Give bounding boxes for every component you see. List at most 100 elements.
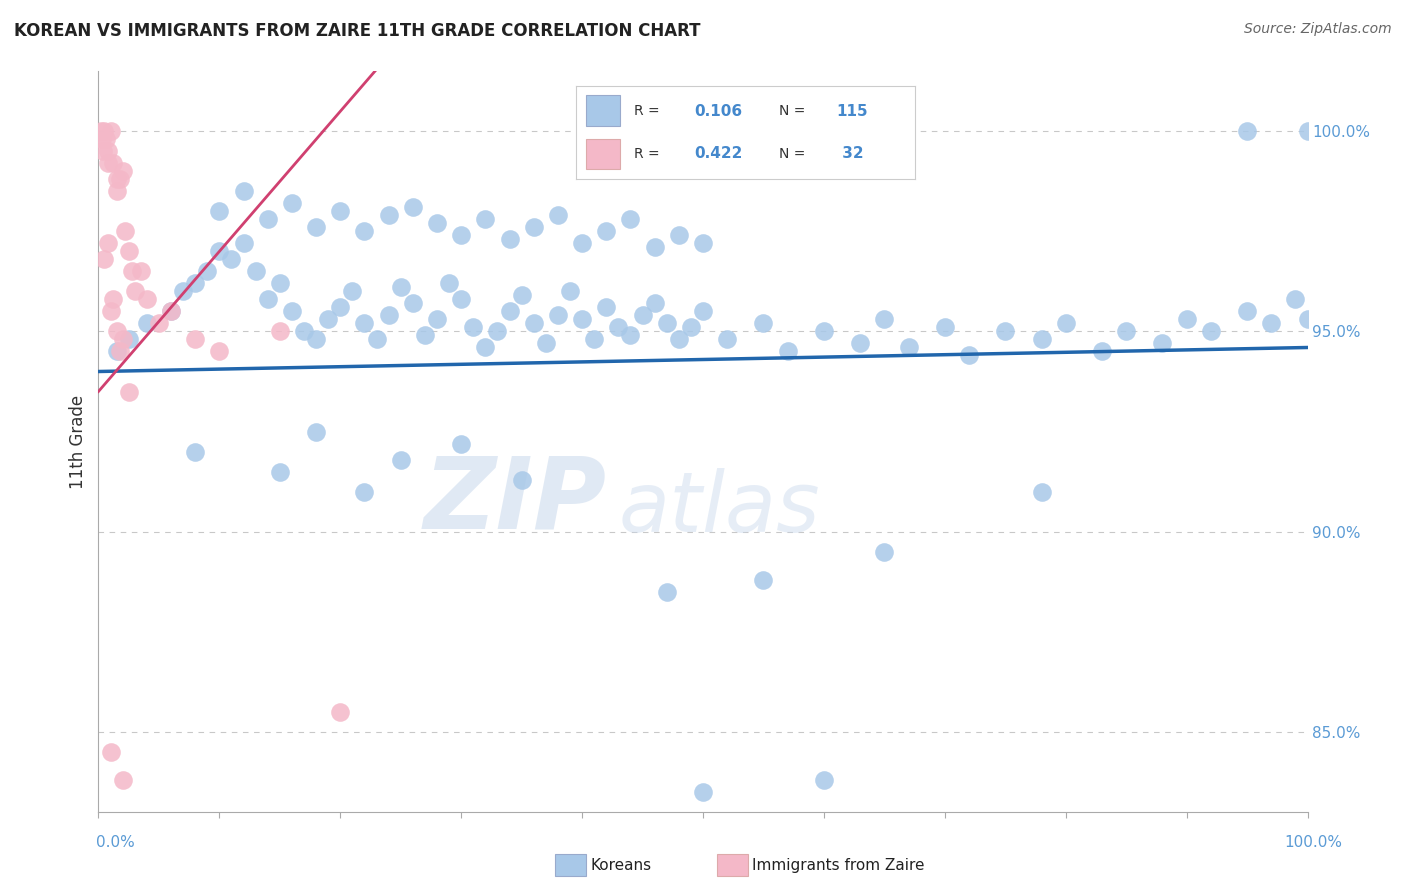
Point xyxy=(269,325,291,339)
Point xyxy=(94,132,117,146)
Point xyxy=(245,264,267,278)
Point xyxy=(305,425,328,439)
Point xyxy=(305,333,328,347)
Point xyxy=(105,344,128,359)
Point xyxy=(752,317,775,331)
Point xyxy=(1115,325,1137,339)
Point xyxy=(644,240,666,254)
Point xyxy=(450,436,472,450)
Point xyxy=(813,772,835,787)
Point xyxy=(269,465,291,479)
Point xyxy=(547,309,569,323)
Point xyxy=(558,285,581,299)
Text: Immigrants from Zaire: Immigrants from Zaire xyxy=(752,858,925,872)
Point xyxy=(377,309,399,323)
Point xyxy=(221,252,243,267)
Point xyxy=(873,544,896,558)
Point xyxy=(1031,484,1053,499)
Point xyxy=(813,325,835,339)
Point xyxy=(269,277,291,291)
Point xyxy=(129,264,152,278)
Text: Source: ZipAtlas.com: Source: ZipAtlas.com xyxy=(1244,22,1392,37)
Point xyxy=(281,304,304,318)
Point xyxy=(463,320,485,334)
Text: 0.0%: 0.0% xyxy=(96,836,135,850)
Point xyxy=(366,333,388,347)
Point xyxy=(1199,325,1222,339)
Point xyxy=(91,132,114,146)
Point xyxy=(329,301,352,315)
Point xyxy=(93,124,115,138)
Point xyxy=(523,317,546,331)
Point xyxy=(474,341,496,355)
Point xyxy=(111,164,134,178)
Text: ZIP: ZIP xyxy=(423,452,606,549)
Point xyxy=(619,328,641,343)
Point xyxy=(101,293,124,307)
Point xyxy=(135,317,157,331)
Point xyxy=(108,344,131,359)
Point xyxy=(402,201,425,215)
Point xyxy=(426,216,449,230)
Point xyxy=(655,317,678,331)
Point xyxy=(849,336,872,351)
Text: 100.0%: 100.0% xyxy=(1285,836,1343,850)
Point xyxy=(256,293,278,307)
Point xyxy=(353,317,375,331)
Point xyxy=(329,204,352,219)
Point xyxy=(353,484,375,499)
Point xyxy=(118,244,141,259)
Point xyxy=(105,172,128,186)
Point xyxy=(644,296,666,310)
Point xyxy=(97,145,120,159)
Point xyxy=(1236,304,1258,318)
Point xyxy=(208,244,231,259)
Point xyxy=(523,220,546,235)
Point xyxy=(353,224,375,238)
Point xyxy=(510,473,533,487)
Point xyxy=(160,304,183,318)
Point xyxy=(437,277,460,291)
Point xyxy=(486,325,509,339)
Point xyxy=(595,224,617,238)
Point xyxy=(97,236,120,251)
Point xyxy=(1284,293,1306,307)
Point xyxy=(716,333,738,347)
Point xyxy=(994,325,1017,339)
Point xyxy=(184,333,207,347)
Point xyxy=(897,341,920,355)
Point xyxy=(111,772,134,787)
Point xyxy=(534,336,557,351)
Point xyxy=(105,325,128,339)
Point xyxy=(619,212,641,227)
Text: KOREAN VS IMMIGRANTS FROM ZAIRE 11TH GRADE CORRELATION CHART: KOREAN VS IMMIGRANTS FROM ZAIRE 11TH GRA… xyxy=(14,22,700,40)
Point xyxy=(148,317,170,331)
Point xyxy=(389,280,412,294)
Point xyxy=(1031,333,1053,347)
Point xyxy=(114,224,136,238)
Point xyxy=(426,312,449,326)
Point xyxy=(571,236,593,251)
Point xyxy=(692,785,714,799)
Point xyxy=(450,228,472,243)
Point xyxy=(124,285,146,299)
Point xyxy=(450,293,472,307)
Point xyxy=(595,301,617,315)
Point xyxy=(934,320,956,334)
Point xyxy=(121,264,143,278)
Point xyxy=(100,124,122,138)
Point xyxy=(1236,124,1258,138)
Point xyxy=(232,185,254,199)
Point xyxy=(389,452,412,467)
Point xyxy=(329,705,352,719)
Point xyxy=(498,232,520,246)
Point xyxy=(316,312,339,326)
Point xyxy=(118,384,141,399)
Point xyxy=(1091,344,1114,359)
Point xyxy=(1175,312,1198,326)
Point xyxy=(108,172,131,186)
Point xyxy=(679,320,702,334)
Point xyxy=(100,304,122,318)
Point xyxy=(97,156,120,170)
Point xyxy=(118,333,141,347)
